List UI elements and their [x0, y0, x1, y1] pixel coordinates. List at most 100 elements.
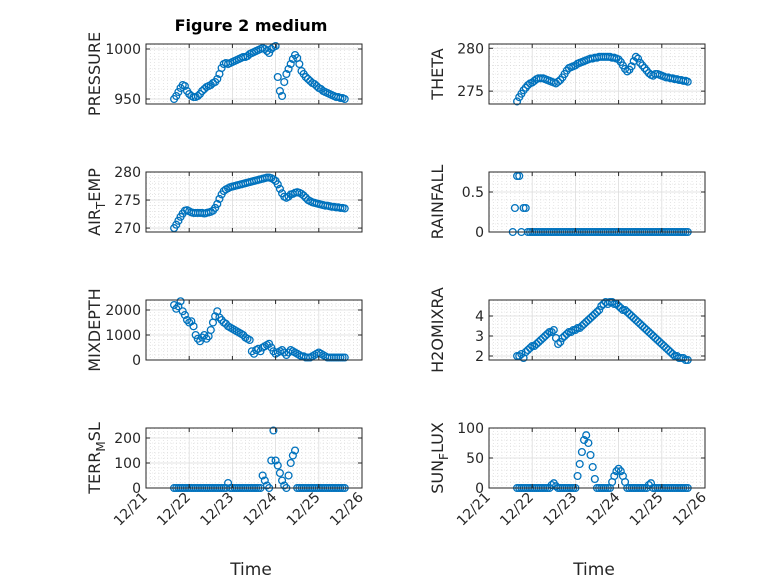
data-point	[562, 329, 571, 339]
data-point	[627, 62, 636, 71]
data-point	[280, 77, 289, 87]
data-point	[575, 323, 584, 333]
axes-box	[145, 299, 363, 361]
data-point	[180, 310, 189, 320]
data-point	[657, 339, 666, 349]
scatter-series	[170, 173, 349, 233]
data-point	[202, 334, 211, 343]
data-point	[571, 61, 580, 70]
data-point	[636, 319, 645, 329]
axes-box	[145, 427, 363, 489]
data-point	[644, 327, 653, 337]
subplot-7: 0 100 200 12/21 12/22 12/23 12/24 12/25 12/26 TER…	[85, 422, 367, 529]
data-point	[646, 329, 656, 339]
data-point	[646, 479, 656, 488]
data-point	[193, 334, 202, 343]
figure-title: Figure 2 medium	[175, 16, 328, 35]
data-point	[584, 438, 593, 448]
axes-box	[145, 171, 363, 233]
x-tick-label: 12/26	[327, 489, 367, 529]
data-point	[262, 46, 272, 56]
y-tick-label: 2	[475, 349, 484, 365]
y-tick-label: 200	[114, 431, 141, 447]
data-point	[288, 451, 297, 460]
data-point	[515, 171, 524, 181]
data-point	[655, 337, 664, 347]
data-point	[556, 337, 565, 347]
data-point	[595, 305, 604, 315]
data-point	[651, 333, 660, 343]
data-point	[275, 184, 284, 193]
data-point	[547, 327, 556, 337]
data-point	[638, 321, 647, 331]
data-point	[554, 339, 563, 349]
data-point	[206, 325, 215, 335]
data-point	[659, 341, 669, 351]
data-point	[267, 456, 276, 465]
x-tick-label: 12/23	[197, 490, 237, 530]
data-point	[513, 97, 522, 106]
data-point	[584, 315, 593, 325]
axes-box	[488, 299, 706, 361]
data-point	[265, 48, 274, 58]
data-point	[245, 335, 254, 345]
data-point	[627, 311, 636, 321]
data-point	[582, 431, 591, 440]
x-tick-label: 12/24	[241, 489, 281, 529]
data-point	[631, 315, 640, 325]
y-tick-label: 2000	[105, 303, 141, 319]
data-point	[278, 476, 287, 485]
data-point	[525, 343, 535, 353]
data-point	[286, 59, 295, 69]
y-tick-label: 4	[475, 309, 484, 325]
data-point	[608, 297, 617, 307]
data-point	[310, 79, 319, 89]
x-tick-label: 12/22	[497, 490, 537, 530]
data-point	[174, 87, 183, 97]
y-tick-label: 100	[114, 456, 141, 472]
data-point	[273, 72, 282, 82]
data-point	[614, 464, 623, 473]
data-point	[549, 325, 558, 335]
data-point	[666, 347, 675, 357]
data-point	[273, 461, 282, 470]
data-point	[612, 467, 621, 476]
data-point	[523, 345, 532, 355]
data-point	[280, 481, 289, 490]
data-point	[217, 63, 226, 73]
data-point	[592, 307, 602, 317]
data-point	[575, 459, 584, 469]
x-tick-label: 12/21	[454, 490, 494, 530]
data-point	[340, 94, 349, 104]
y-axis-label: MIXDEPTH	[85, 288, 104, 371]
data-point	[588, 462, 597, 472]
data-point	[649, 331, 658, 341]
data-point	[560, 331, 569, 341]
x-axis-label-right: Time	[572, 560, 615, 580]
data-point	[340, 204, 349, 213]
y-axis-label: AIRTEMP	[85, 168, 108, 236]
data-point	[275, 468, 284, 478]
data-point	[340, 353, 349, 362]
data-point	[642, 325, 651, 335]
data-point	[215, 194, 224, 203]
data-point	[301, 72, 310, 82]
data-point	[521, 347, 530, 357]
data-point	[633, 54, 643, 63]
data-point	[616, 303, 625, 313]
data-point	[616, 467, 625, 476]
data-point	[176, 297, 185, 306]
data-point	[664, 345, 673, 355]
data-point	[286, 458, 295, 468]
scatter-series	[513, 52, 692, 106]
data-point	[590, 474, 599, 484]
data-point	[577, 321, 586, 331]
data-point	[586, 313, 595, 323]
data-point	[189, 322, 198, 331]
data-point	[174, 302, 183, 311]
data-point	[282, 350, 291, 360]
data-point	[282, 69, 291, 79]
y-axis-label: TERRMSL	[85, 422, 108, 495]
subplot-8: 0 50 100 12/21 12/22 12/23 12/24 12/25 12/26 SUNF…	[428, 421, 710, 529]
data-point	[284, 471, 293, 480]
